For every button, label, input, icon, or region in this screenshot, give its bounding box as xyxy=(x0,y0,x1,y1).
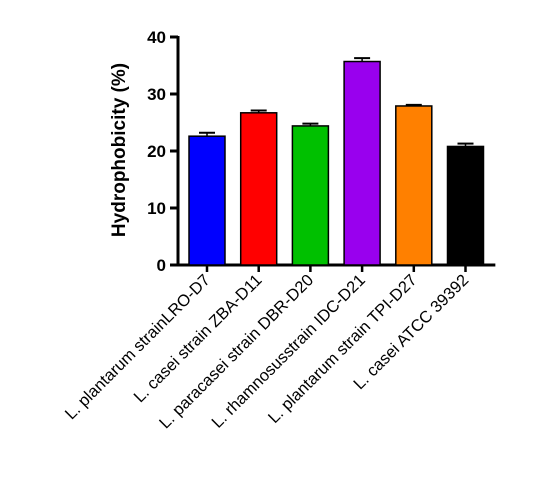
x-tick-labels: L. plantarum strainLRO-D7L. casei strain… xyxy=(62,265,472,432)
y-tick-label: 10 xyxy=(147,199,166,218)
bar xyxy=(188,135,226,266)
bar xyxy=(446,145,485,266)
bars xyxy=(188,60,485,266)
y-tick-label: 40 xyxy=(147,28,166,47)
y-tick-label: 0 xyxy=(157,256,166,275)
y-axis-label: Hydrophobicity (%) xyxy=(109,63,130,237)
bar xyxy=(395,105,433,266)
bar xyxy=(239,112,278,266)
y-ticks: 0 10 20 30 40 xyxy=(147,28,178,275)
bar xyxy=(291,125,330,266)
y-tick-label: 30 xyxy=(147,85,166,104)
bar xyxy=(343,60,381,266)
error-bars xyxy=(199,57,474,147)
y-tick-label: 20 xyxy=(147,142,166,161)
